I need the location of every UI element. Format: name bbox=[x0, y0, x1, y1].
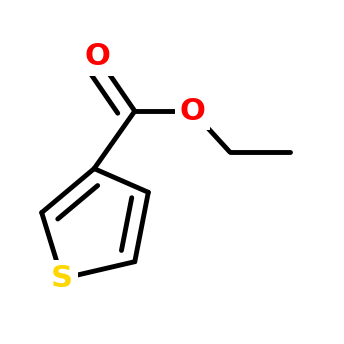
Text: O: O bbox=[179, 97, 205, 126]
Text: O: O bbox=[85, 42, 110, 72]
Text: S: S bbox=[51, 264, 73, 293]
